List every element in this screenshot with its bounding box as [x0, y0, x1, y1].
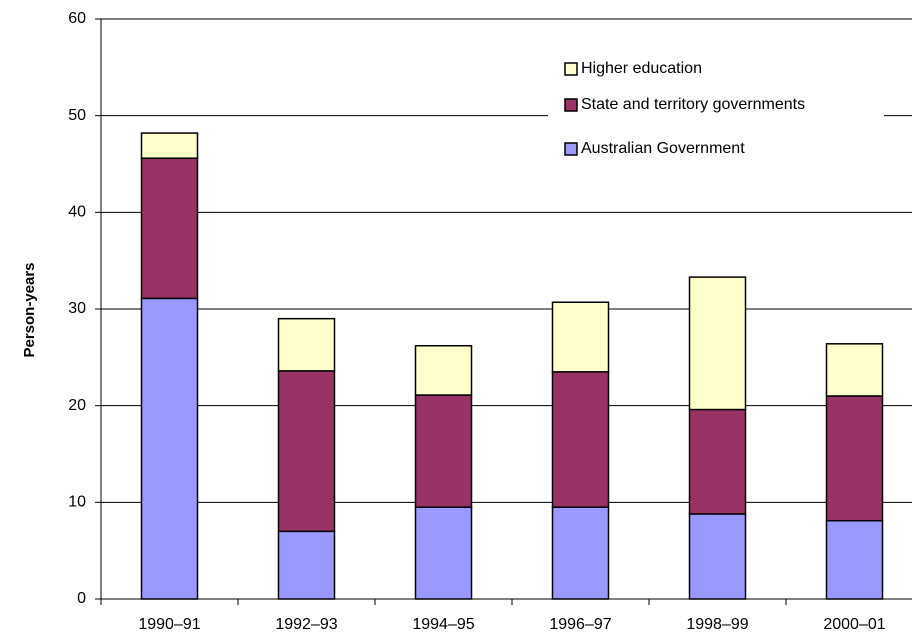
legend-label: Higher education: [581, 60, 702, 77]
bar-segment: [140, 132, 199, 159]
bar-segment: [825, 395, 884, 522]
x-tick-label: 1990–91: [138, 616, 200, 633]
bar-segment: [688, 513, 747, 600]
bar-segment: [688, 408, 747, 515]
x-tick-label: 2000–01: [823, 616, 885, 633]
bar-segment: [140, 297, 199, 600]
bar-segment: [551, 371, 610, 508]
x-tick-label: 1998–99: [686, 616, 748, 633]
bar-segment: [825, 519, 884, 600]
bar-segment: [277, 530, 336, 600]
legend-swatch: [564, 142, 578, 156]
bar-segment: [688, 276, 747, 411]
bar-segment: [414, 344, 473, 396]
bar-segment: [551, 301, 610, 373]
bar-segment: [414, 506, 473, 600]
y-tick-label: 10: [68, 494, 86, 511]
x-tick-label: 1992–93: [275, 616, 337, 633]
x-tick-label: 1996–97: [549, 616, 611, 633]
bar-segment: [825, 343, 884, 397]
legend-label: Australian Government: [581, 140, 745, 157]
y-axis-label: Person-years: [21, 262, 38, 357]
y-tick-label: 60: [68, 10, 86, 27]
y-tick-label: 50: [68, 107, 86, 124]
bar-segment: [551, 506, 610, 600]
y-tick-label: 40: [68, 204, 86, 221]
y-tick-label: 20: [68, 397, 86, 414]
y-tick-label: 0: [77, 590, 86, 607]
bar-segment: [277, 317, 336, 372]
legend-swatch: [564, 98, 578, 112]
y-tick-label: 30: [68, 300, 86, 317]
legend-box: [548, 50, 884, 166]
bar-segment: [140, 157, 199, 300]
bar-segment: [277, 370, 336, 533]
x-tick-label: 1994–95: [412, 616, 474, 633]
legend-label: State and territory governments: [581, 96, 805, 113]
bar-segment: [414, 394, 473, 508]
legend-swatch: [564, 62, 578, 76]
